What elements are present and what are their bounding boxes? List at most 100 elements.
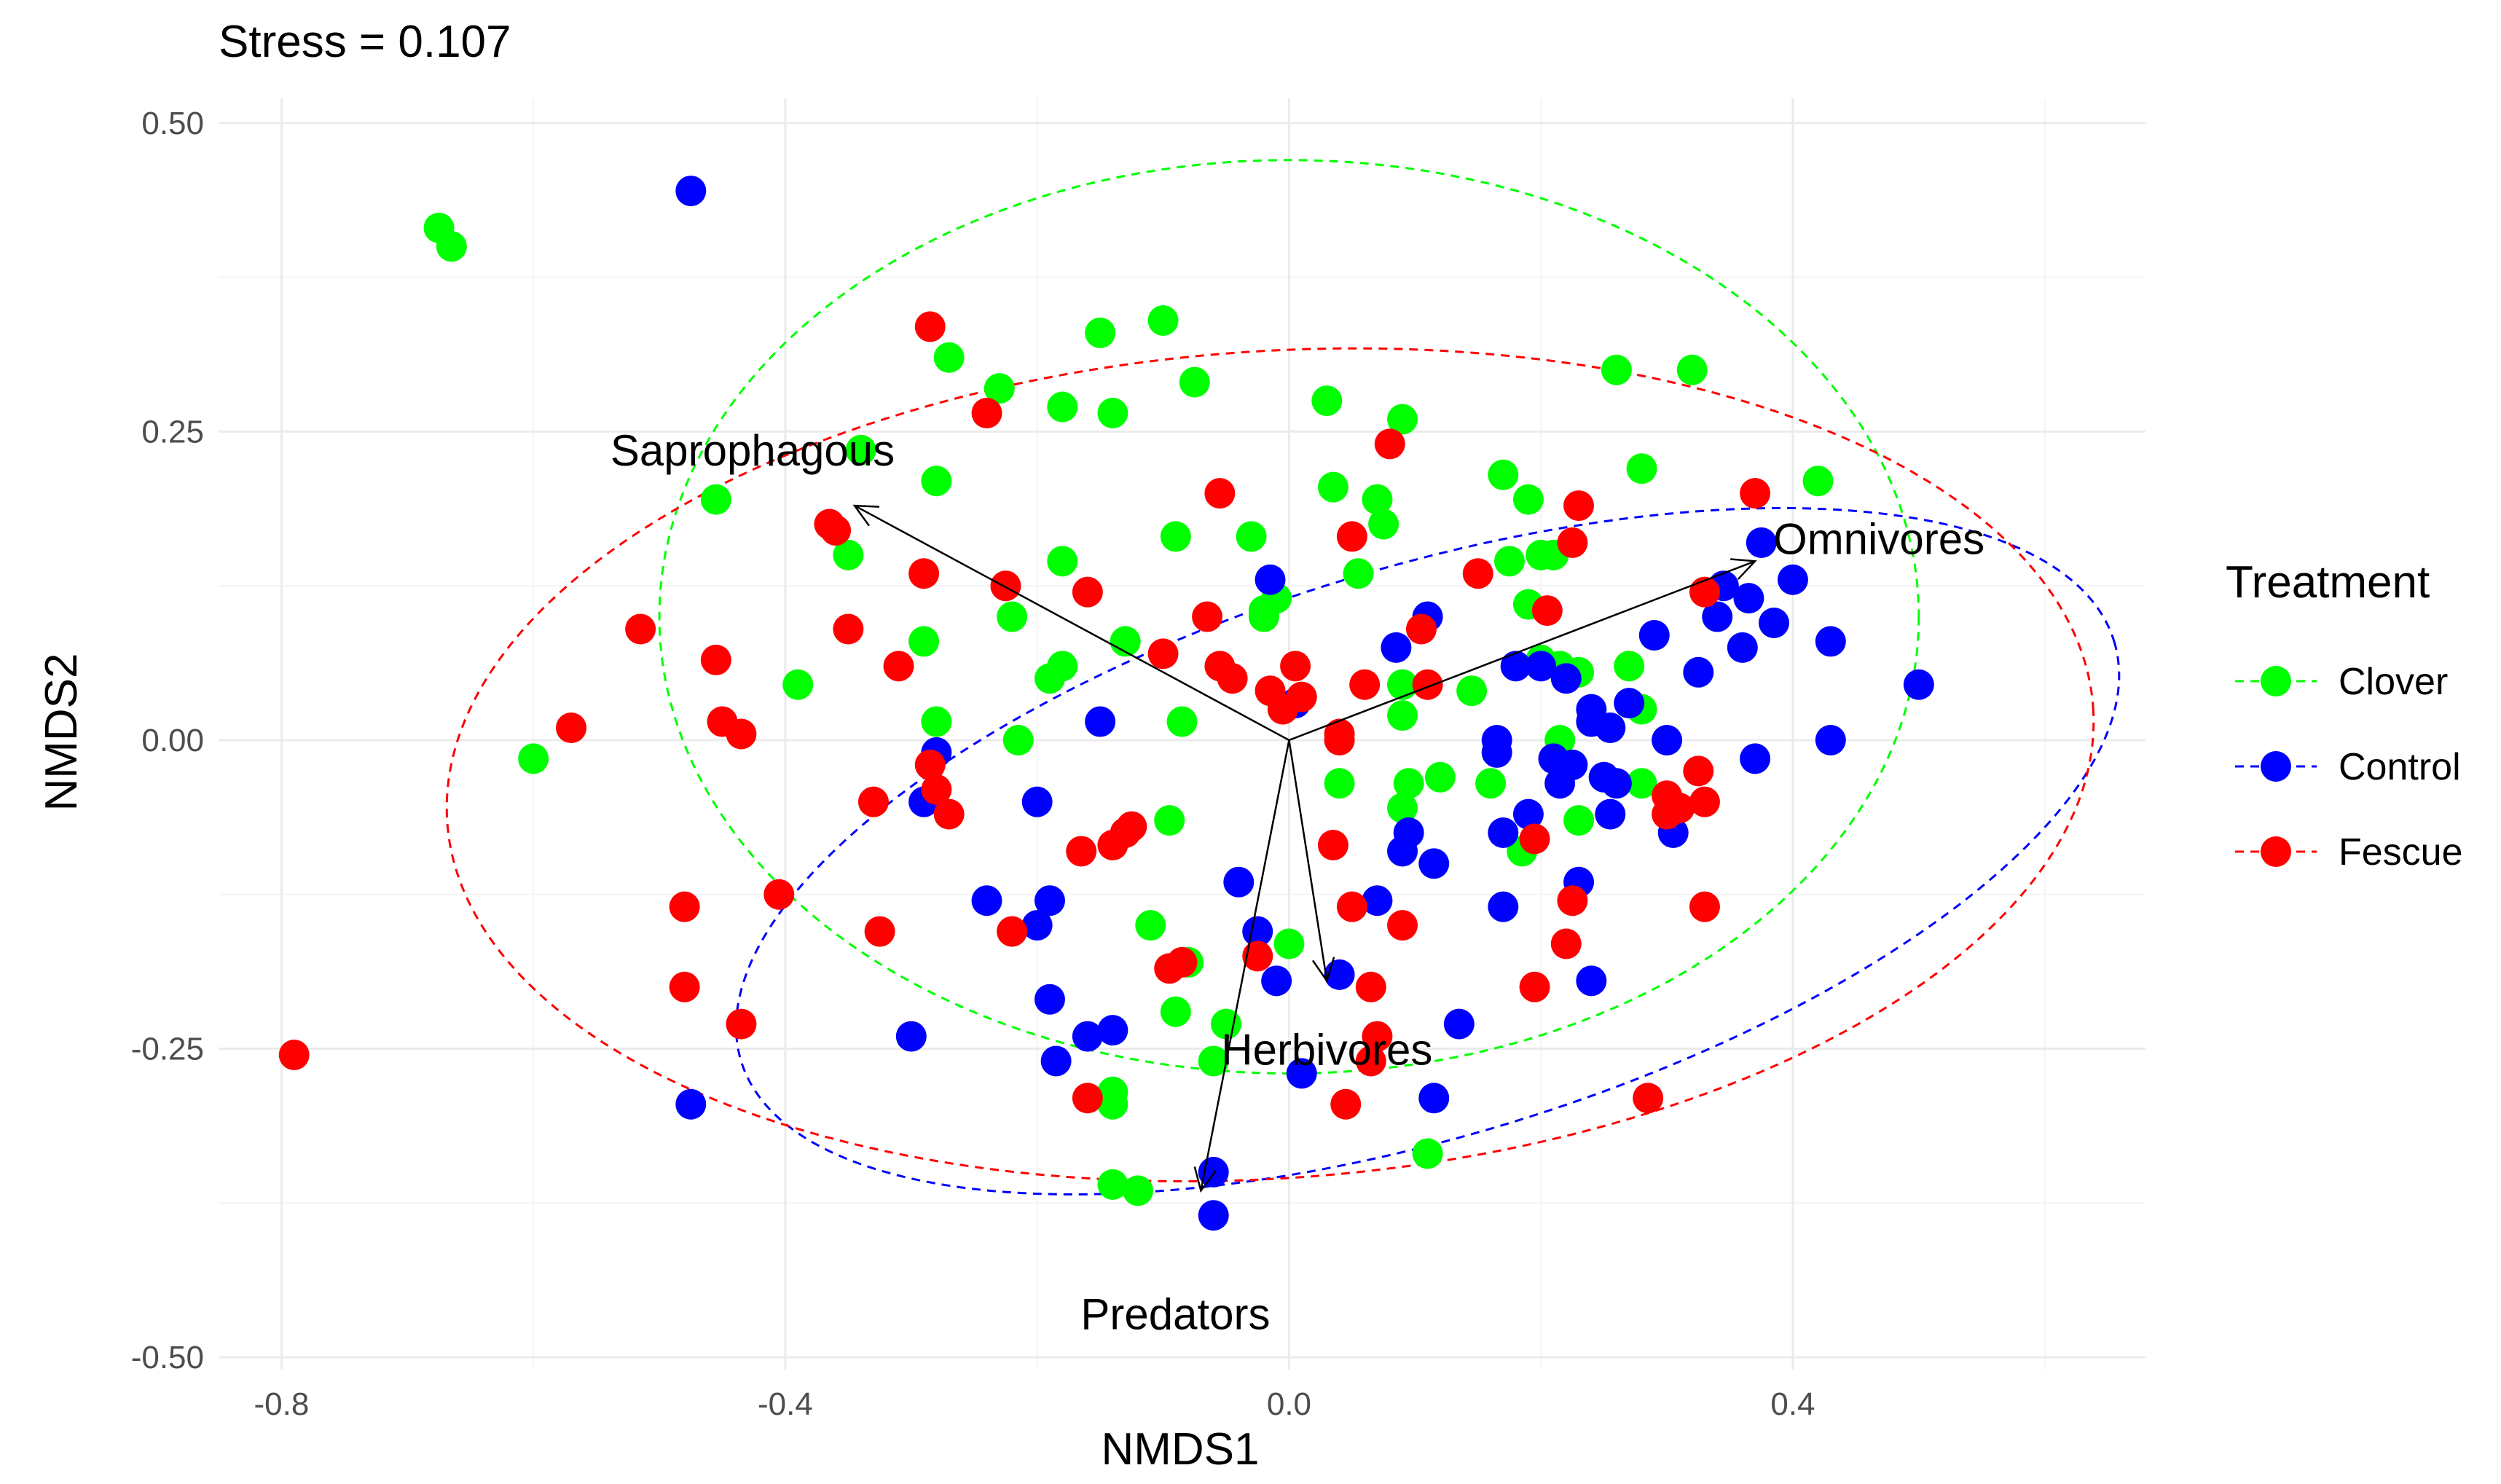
point-control [971, 885, 1002, 916]
point-control [1085, 706, 1116, 737]
point-clover [1311, 385, 1343, 417]
vector-arrowhead [852, 504, 880, 527]
point-control [1759, 608, 1790, 639]
point-fescue [857, 786, 889, 817]
point-fescue [908, 558, 940, 589]
point-fescue [1280, 651, 1311, 682]
point-fescue [1519, 971, 1550, 1002]
confidence-ellipses [445, 159, 2121, 1196]
vector-saprophagous [854, 504, 1290, 742]
point-fescue [1689, 786, 1720, 817]
point-fescue [1689, 891, 1720, 922]
point-control [1652, 724, 1683, 755]
point-control [1223, 866, 1255, 898]
point-control [1727, 632, 1758, 663]
point-clover [1626, 768, 1657, 799]
vector-arrowhead [1193, 1166, 1217, 1193]
point-control [1198, 1200, 1229, 1231]
vector-label-omnivores: Omnivores [1773, 514, 1984, 563]
point-control [1286, 1058, 1317, 1089]
point-clover [1097, 1169, 1128, 1200]
point-fescue [1204, 478, 1236, 509]
point-fescue [1683, 755, 1714, 787]
point-clover [1179, 366, 1210, 398]
y-tick-label: 0.00 [141, 723, 204, 758]
point-fescue [1557, 527, 1588, 558]
point-fescue [820, 514, 852, 546]
point-control [1034, 885, 1065, 916]
point-control [675, 176, 707, 207]
point-control [1903, 669, 1934, 700]
point-clover [1626, 453, 1657, 484]
point-fescue [1462, 558, 1493, 589]
point-clover [1211, 1008, 1242, 1040]
point-clover [1160, 521, 1191, 552]
point-control [1576, 694, 1607, 725]
vector-label-predators: Predators [1080, 1289, 1270, 1338]
point-control [1746, 527, 1777, 558]
x-tick-label: -0.4 [758, 1386, 813, 1422]
point-clover [997, 601, 1028, 632]
point-fescue [914, 749, 946, 780]
point-fescue [914, 311, 946, 342]
point-control [1595, 798, 1626, 830]
point-control [1418, 848, 1450, 879]
vector-arrowhead [1311, 957, 1335, 984]
legend-label-clover: Clover [2339, 661, 2448, 703]
point-fescue [921, 774, 952, 805]
point-control [1512, 798, 1544, 830]
point-control [1595, 712, 1626, 744]
point-clover [1097, 1088, 1128, 1120]
chart-title: Stress = 0.107 [219, 17, 511, 67]
point-clover [1097, 398, 1128, 429]
point-fescue [1242, 941, 1273, 972]
point-clover [1122, 1175, 1153, 1206]
vector-predators [1200, 739, 1290, 1191]
point-fescue [700, 644, 731, 675]
point-fescue [933, 798, 965, 830]
point-fescue [971, 398, 1002, 429]
point-clover [908, 626, 940, 657]
y-axis-title: NMDS2 [36, 653, 87, 811]
point-fescue [1557, 885, 1588, 916]
point-control [1500, 651, 1531, 682]
point-control [1381, 632, 1412, 663]
point-control [675, 1088, 707, 1120]
point-fescue [1072, 1083, 1103, 1114]
point-control [1614, 688, 1645, 719]
legend-label-fescue: Fescue [2339, 831, 2463, 873]
point-clover [700, 484, 731, 515]
point-clover [436, 231, 467, 262]
point-control [1261, 965, 1292, 997]
x-axis-title: NMDS1 [1101, 1424, 1259, 1475]
point-clover [921, 706, 952, 737]
point-fescue [1633, 1083, 1664, 1114]
data-points [278, 176, 1934, 1231]
point-control [1683, 656, 1714, 688]
point-clover [1676, 354, 1708, 385]
species-vectors: Saprophagous Omnivores Herbivores Predators [610, 426, 1984, 1338]
point-fescue [278, 1039, 310, 1070]
point-fescue [1072, 576, 1103, 608]
point-fescue [833, 613, 864, 645]
point-clover [1047, 391, 1078, 423]
point-clover [1614, 651, 1645, 682]
legend-title: Treatment [2226, 557, 2430, 608]
legend-label-control: Control [2339, 746, 2461, 788]
point-clover [1135, 910, 1166, 941]
point-control [1072, 1021, 1103, 1052]
point-fescue [1349, 669, 1381, 700]
point-fescue [1286, 681, 1317, 712]
y-tick-label: 0.50 [141, 106, 204, 141]
point-clover [1493, 546, 1525, 577]
ellipse-control [734, 506, 2121, 1196]
point-clover [1002, 724, 1034, 755]
point-control [1021, 786, 1053, 817]
point-control [1418, 1083, 1450, 1114]
point-clover [1387, 700, 1418, 731]
point-fescue [1387, 910, 1418, 941]
point-clover [1368, 509, 1399, 540]
point-clover [845, 434, 876, 466]
point-fescue [1355, 971, 1386, 1002]
point-control [1488, 817, 1519, 849]
